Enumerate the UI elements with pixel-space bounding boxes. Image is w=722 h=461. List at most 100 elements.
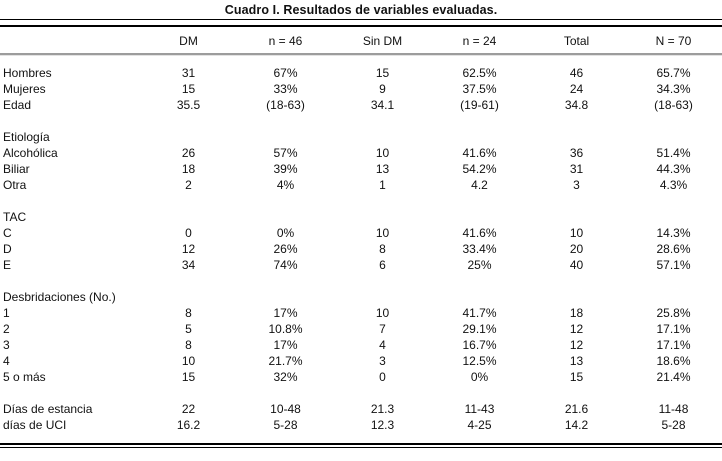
table-cell: 41.6% — [462, 146, 497, 160]
row-label: Alcohólica — [3, 146, 58, 160]
table-cell: 41.7% — [462, 306, 497, 320]
table-cell: 17.1% — [656, 322, 691, 336]
section-row: TAC — [0, 209, 722, 225]
row-label: Etiología — [3, 130, 50, 144]
row-label: Hombres — [3, 66, 52, 80]
table-cell: 33% — [273, 82, 298, 96]
row-label: TAC — [3, 210, 27, 224]
table-cell: 4.2 — [471, 178, 488, 192]
table-cell — [625, 289, 722, 305]
table-cell: 34.1 — [370, 98, 395, 112]
table-cell: 8 — [185, 338, 192, 352]
table-cell: 18 — [181, 162, 196, 176]
table-cell: 6 — [379, 258, 386, 272]
table-cell: 34 — [181, 258, 196, 272]
table-cell: 46 — [569, 66, 584, 80]
row-label: D — [3, 242, 12, 256]
row-label: días de UCI — [3, 418, 67, 432]
table-cell: 21.4% — [656, 370, 691, 384]
table-cell: 14.2 — [564, 418, 589, 432]
table-cell: 4 — [379, 338, 386, 352]
table-cell: 10.8% — [268, 322, 303, 336]
table-cell: 12.5% — [462, 354, 497, 368]
header-n46: n = 46 — [268, 34, 303, 48]
table-cell — [625, 209, 722, 225]
top-thin-rule — [0, 19, 722, 20]
table-cell: 3 — [573, 178, 580, 192]
table-cell: 5-28 — [661, 418, 686, 432]
header-total: Total — [563, 34, 590, 48]
table-cell: (18-63) — [266, 98, 305, 112]
table-cell: 32% — [273, 370, 298, 384]
table-row: 4 10 21.7% 3 12.5% 13 18.6% — [0, 353, 722, 369]
table-cell — [528, 129, 625, 145]
table-cell: 20 — [569, 242, 584, 256]
table-cell: 25% — [467, 258, 492, 272]
table-cell: 7 — [379, 322, 386, 336]
header-empty-cell — [0, 27, 140, 55]
table-cell — [140, 289, 237, 305]
table-cell — [140, 209, 237, 225]
section-spacer — [0, 385, 722, 401]
table-cell: 0 — [185, 226, 192, 240]
table-cell: 40 — [569, 258, 584, 272]
table-cell: 15 — [181, 370, 196, 384]
table-cell: 4% — [276, 178, 295, 192]
table-row: Alcohólica 26 57% 10 41.6% 36 51.4% — [0, 145, 722, 161]
table-cell — [334, 289, 431, 305]
table-cell: 13 — [569, 354, 584, 368]
table-cell: 12 — [569, 322, 584, 336]
table-cell — [334, 209, 431, 225]
table-cell: 15 — [375, 66, 390, 80]
table-cell: 17.1% — [656, 338, 691, 352]
bottom-gap — [0, 433, 722, 443]
table-body: Hombres 31 67% 15 62.5% 46 65.7% Mujeres 15 33% 9 3… — [0, 65, 722, 433]
table-cell: 57.1% — [656, 258, 691, 272]
table-cell: 57% — [273, 146, 298, 160]
row-label: C — [3, 226, 12, 240]
row-label: 4 — [3, 354, 10, 368]
table-cell: 18 — [569, 306, 584, 320]
table-cell: 8 — [185, 306, 192, 320]
table-cell: 12.3 — [370, 418, 395, 432]
table-cell: 15 — [569, 370, 584, 384]
table-cell: 29.1% — [462, 322, 497, 336]
table-cell: 67% — [273, 66, 298, 80]
table-cell: 39% — [273, 162, 298, 176]
table-cell: 10 — [569, 226, 584, 240]
row-label: 1 — [3, 306, 10, 320]
table-cell: 12 — [181, 242, 196, 256]
table-cell: 25.8% — [656, 306, 691, 320]
table-cell: (18-63) — [654, 98, 693, 112]
row-label: Días de estancia — [3, 402, 93, 416]
table-row: D 12 26% 8 33.4% 20 28.6% — [0, 241, 722, 257]
bottom-thick-rule — [0, 443, 722, 445]
table-cell: 14.3% — [656, 226, 691, 240]
table-cell: 65.7% — [656, 66, 691, 80]
top-thick-rule — [0, 25, 722, 27]
table-cell: 74% — [273, 258, 298, 272]
table-row: 1 8 17% 10 41.7% 18 25.8% — [0, 305, 722, 321]
table-row: 5 o más 15 32% 0 0% 15 21.4% — [0, 369, 722, 385]
table-row: E 34 74% 6 25% 40 57.1% — [0, 257, 722, 273]
table-cell — [237, 289, 334, 305]
table-cell: (19-61) — [460, 98, 499, 112]
table-row: Edad 35.5 (18-63) 34.1 (19-61) 34.8 (18-63) — [0, 97, 722, 113]
table-cell: 18.6% — [656, 354, 691, 368]
row-label: Mujeres — [3, 82, 46, 96]
table-cell — [431, 289, 528, 305]
section-row: Desbridaciones (No.) — [0, 289, 722, 305]
section-spacer — [0, 193, 722, 209]
table-row: Días de estancia 22 10-48 21.3 11-43 21.6 11-4… — [0, 401, 722, 417]
table-cell: 33.4% — [462, 242, 497, 256]
table-cell: 11-43 — [464, 402, 495, 416]
row-label: Biliar — [3, 162, 30, 176]
table-cell: 21.3 — [370, 402, 395, 416]
table-row: Biliar 18 39% 13 54.2% 31 44.3% — [0, 161, 722, 177]
table-cell: 54.2% — [462, 162, 497, 176]
table-cell: 37.5% — [462, 82, 497, 96]
table-cell: 12 — [569, 338, 584, 352]
header-n70: N = 70 — [655, 34, 692, 48]
table-cell: 21.7% — [268, 354, 303, 368]
